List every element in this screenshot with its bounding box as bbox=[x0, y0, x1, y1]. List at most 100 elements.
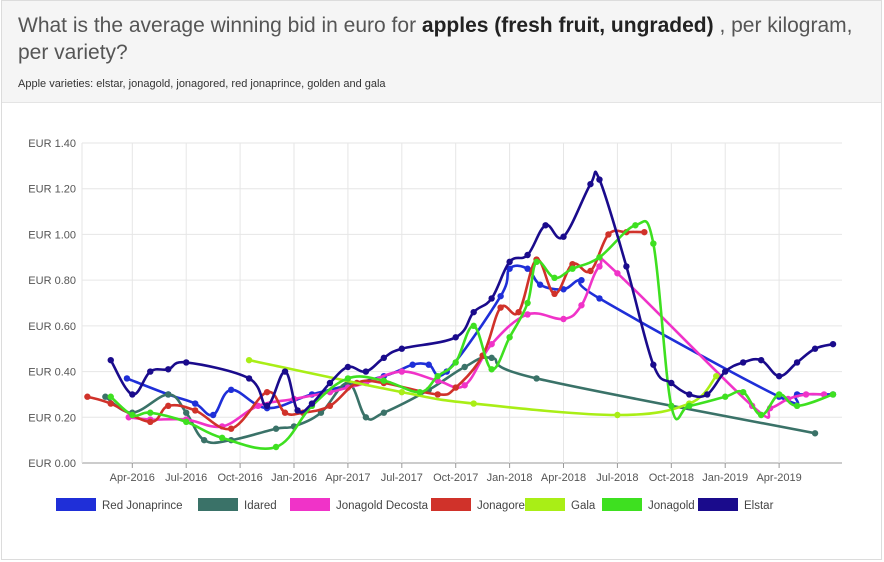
data-point bbox=[641, 228, 648, 236]
chart-grid bbox=[82, 142, 842, 464]
data-point bbox=[398, 388, 406, 396]
data-point bbox=[793, 359, 801, 366]
data-point bbox=[802, 391, 810, 398]
data-point bbox=[668, 379, 675, 387]
data-point bbox=[524, 251, 531, 259]
data-point bbox=[263, 402, 271, 410]
data-point bbox=[380, 377, 388, 384]
data-point bbox=[416, 388, 423, 396]
data-point bbox=[739, 359, 747, 366]
series-line bbox=[109, 220, 835, 450]
legend-swatch bbox=[198, 498, 238, 511]
data-point bbox=[551, 274, 558, 282]
data-point bbox=[497, 304, 504, 311]
series-red-jonaprince bbox=[123, 264, 837, 419]
legend-item[interactable]: Jonagored bbox=[431, 498, 531, 512]
legend-item[interactable]: Idared bbox=[198, 498, 277, 512]
data-point bbox=[362, 368, 370, 375]
data-point bbox=[587, 267, 594, 275]
data-point bbox=[533, 375, 540, 382]
data-point bbox=[506, 334, 513, 341]
data-point bbox=[147, 368, 154, 375]
series-line bbox=[125, 264, 835, 417]
data-point bbox=[183, 409, 190, 416]
data-point bbox=[272, 443, 280, 451]
data-point bbox=[254, 402, 262, 410]
y-tick-label: EUR 0.60 bbox=[28, 321, 76, 333]
x-tick-label: Jul-2016 bbox=[165, 472, 207, 484]
data-point bbox=[200, 436, 208, 444]
legend-item[interactable]: Jonagold bbox=[602, 498, 695, 512]
data-point bbox=[488, 366, 495, 373]
data-point bbox=[263, 388, 271, 396]
data-point bbox=[623, 263, 630, 270]
data-point bbox=[596, 295, 603, 302]
y-tick-label: EUR 0.40 bbox=[28, 367, 76, 379]
data-point bbox=[551, 290, 558, 298]
legend-label: Red Jonaprince bbox=[102, 500, 183, 512]
data-point bbox=[596, 254, 603, 261]
series-elstar bbox=[107, 170, 837, 414]
data-point bbox=[524, 265, 531, 272]
series-line bbox=[86, 229, 646, 431]
data-point bbox=[281, 368, 289, 375]
series-jonagold bbox=[107, 220, 837, 451]
legend-label: Gala bbox=[571, 500, 596, 512]
x-tick-label: Jan-2019 bbox=[702, 472, 748, 484]
y-tick-label: EUR 0.00 bbox=[28, 458, 76, 470]
data-point bbox=[84, 393, 91, 400]
data-point bbox=[380, 409, 388, 416]
data-point bbox=[829, 391, 837, 398]
data-point bbox=[107, 356, 114, 364]
data-point bbox=[191, 400, 199, 407]
data-point bbox=[452, 359, 459, 366]
data-point bbox=[506, 265, 513, 272]
data-point bbox=[811, 345, 819, 352]
series-jonagold-decosta bbox=[125, 256, 828, 430]
legend-label: Jonagold bbox=[648, 500, 695, 512]
data-point bbox=[614, 270, 621, 277]
data-point bbox=[775, 391, 783, 398]
data-point bbox=[533, 258, 540, 266]
data-point bbox=[650, 361, 657, 368]
data-point bbox=[632, 222, 639, 229]
legend-item[interactable]: Gala bbox=[525, 498, 596, 512]
series-line bbox=[127, 256, 826, 429]
data-point bbox=[191, 407, 199, 414]
data-point bbox=[587, 180, 594, 188]
chart-question: What is the average winning bid in euro … bbox=[18, 12, 868, 66]
data-point bbox=[452, 384, 459, 391]
legend-item[interactable]: Jonagold Decosta bbox=[290, 498, 429, 512]
legend-label: Idared bbox=[244, 500, 277, 512]
data-point bbox=[209, 411, 217, 419]
x-tick-label: Oct-2017 bbox=[433, 472, 478, 484]
data-point bbox=[596, 176, 603, 183]
data-point bbox=[713, 372, 720, 380]
y-tick-label: EUR 1.20 bbox=[28, 184, 76, 196]
data-point bbox=[165, 366, 172, 373]
legend-item[interactable]: Red Jonaprince bbox=[56, 498, 183, 512]
data-point bbox=[668, 402, 675, 410]
data-point bbox=[227, 425, 235, 432]
data-point bbox=[245, 356, 253, 364]
data-point bbox=[569, 260, 576, 268]
data-point bbox=[165, 402, 172, 410]
data-point bbox=[470, 322, 477, 330]
data-point bbox=[434, 391, 441, 398]
legend-swatch bbox=[525, 498, 565, 511]
data-point bbox=[107, 400, 114, 407]
legend-label: Elstar bbox=[744, 500, 774, 512]
data-point bbox=[183, 418, 190, 426]
data-point bbox=[614, 411, 621, 419]
x-tick-label: Jan-2018 bbox=[487, 472, 533, 484]
data-point bbox=[165, 391, 172, 398]
question-product: apples (fresh fruit, ungraded) bbox=[421, 14, 714, 37]
legend-item[interactable]: Elstar bbox=[698, 498, 774, 512]
legend-swatch bbox=[290, 498, 330, 511]
y-tick-label: EUR 1.40 bbox=[28, 138, 76, 150]
data-point bbox=[281, 409, 289, 416]
data-point bbox=[344, 363, 352, 371]
data-point bbox=[102, 393, 109, 400]
data-point bbox=[218, 434, 226, 442]
chart-legend[interactable]: Red Jonaprince Idared Jonagold Decosta Jona… bbox=[56, 498, 774, 512]
